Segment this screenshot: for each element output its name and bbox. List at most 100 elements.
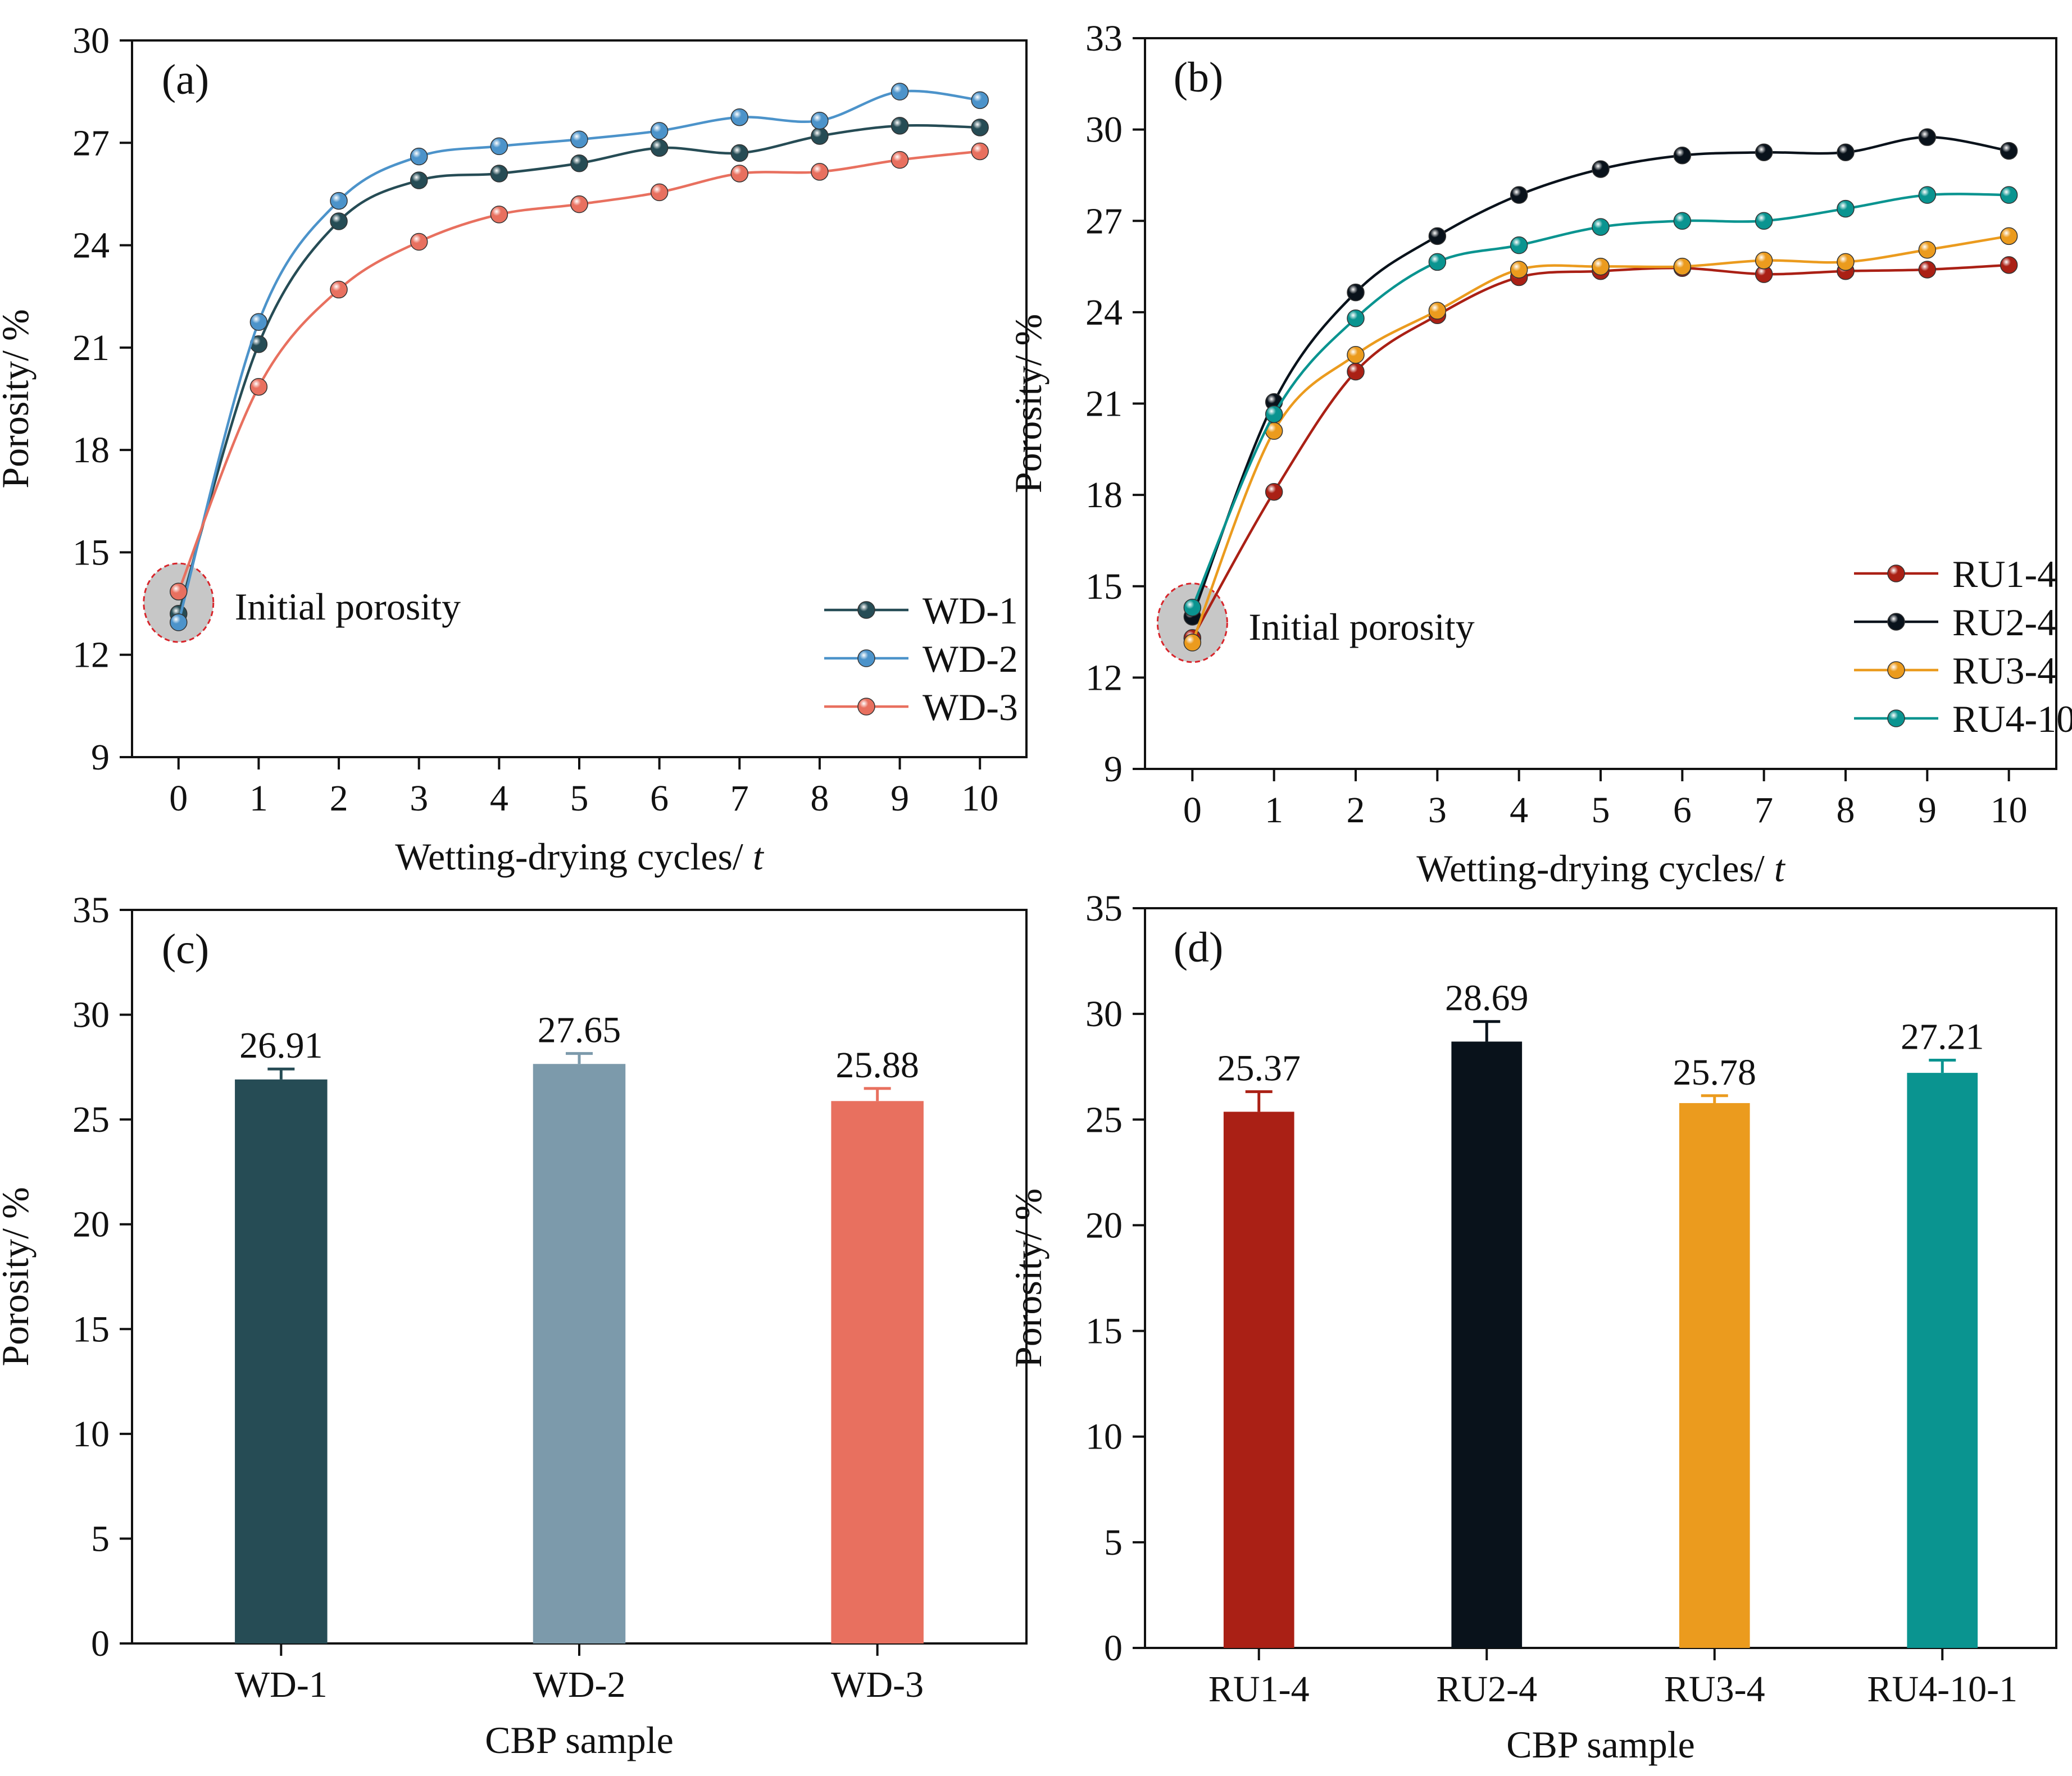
data-point-RU4-10-1 [1592,218,1610,236]
data-point-WD-2 [650,122,669,140]
y-tick-label: 33 [1085,18,1123,59]
y-tick-label: 15 [72,532,110,573]
data-point-RU3-4 [2000,227,2018,245]
bar-RU4-10-1 [1907,1073,1978,1648]
data-point-WD-1 [730,144,749,162]
data-label-RU1-4: 25.37 [1217,1048,1301,1089]
data-label-WD-3: 25.88 [835,1045,919,1086]
x-tick-label: 5 [570,778,589,819]
panel-label: (c) [162,926,209,973]
bar-WD-1 [235,1079,328,1643]
data-point-WD-1 [330,212,348,230]
y-tick-label: 10 [1085,1417,1123,1458]
x-tick-label: 3 [1428,790,1447,831]
y-tick-label: 24 [72,225,110,266]
y-tick-label: 25 [72,1099,110,1140]
x-tick-label: 1 [1265,790,1283,831]
y-tick-label: 0 [91,1623,110,1664]
data-point-WD-1 [570,154,588,172]
bar-RU2-4 [1451,1041,1523,1648]
data-point-WD-1 [410,171,428,189]
data-point-WD-3 [971,142,989,161]
bar-RU1-4 [1223,1112,1294,1648]
y-axis-label: Porosity/ % [1007,314,1049,493]
x-axis-label: Wetting-drying cycles/ t [395,835,765,878]
legend-marker-WD-2 [857,649,875,667]
x-tick-label: 10 [1991,790,2028,831]
panel-c: 0 5 10 15 20 25 30 35 Porosity/ % (c) 26.91 WD-1 27.… [0,890,1028,1761]
initial-porosity-highlight [143,562,215,643]
legend-label-WD-1: WD-1 [923,589,1018,632]
data-point-RU1-4 [2000,256,2018,274]
data-label-RU4-10-1: 27.21 [1901,1017,1984,1058]
y-tick-label: 15 [1085,1311,1123,1352]
x-axis-variable: t [753,835,765,878]
y-tick-label: 27 [1085,201,1123,242]
data-point-RU4-10-1 [1428,253,1447,271]
data-point-RU1-4 [1918,261,1937,279]
data-point-WD-1 [650,139,669,157]
x-tick-label: WD-3 [831,1664,924,1705]
y-tick-label: 10 [72,1414,110,1455]
x-tick-label: 2 [330,778,348,819]
x-tick-label: RU3-4 [1664,1669,1765,1710]
data-point-WD-2 [330,192,348,210]
y-tick-label: 30 [72,995,110,1036]
data-point-WD-3 [170,582,188,601]
y-tick-label: 18 [1085,475,1123,516]
data-point-RU2-4 [1837,143,1855,162]
x-tick-label: 3 [410,778,428,819]
y-tick-label: 25 [1085,1099,1123,1140]
data-point-RU3-4 [1837,253,1855,271]
data-point-WD-3 [410,233,428,251]
series-line-RU1-4 [1191,263,2009,639]
data-point-RU4-10-1 [1347,309,1365,327]
series-line-RU2-4 [1191,135,2010,617]
y-axis-label: Porosity/ % [1007,1188,1049,1368]
panel-label: (a) [162,56,209,103]
legend-marker-WD-1 [857,601,875,619]
data-point-RU4-10-1 [1183,598,1202,617]
x-tick-label: 8 [810,778,829,819]
y-tick-label: 5 [91,1518,110,1559]
x-tick-label: 5 [1592,790,1610,831]
x-tick-label: 0 [169,778,188,819]
data-point-WD-3 [730,165,749,183]
legend-marker-RU4-10-1 [1887,709,1905,727]
y-tick-label: 35 [1085,888,1123,929]
y-tick-label: 20 [72,1204,110,1245]
x-tick-label: 6 [650,778,669,819]
y-tick-label: 30 [72,20,110,61]
y-tick-label: 21 [72,327,110,368]
x-tick-label: 8 [1836,790,1855,831]
data-point-WD-3 [490,206,508,224]
annotation-initial-porosity: Initial porosity [1248,605,1474,648]
data-point-WD-2 [811,112,829,130]
data-point-RU1-4 [1347,362,1365,381]
x-axis-label: CBP sample [1506,1723,1695,1766]
bar-WD-2 [533,1064,626,1643]
data-point-RU2-4 [1347,283,1365,302]
data-point-WD-3 [890,151,909,169]
x-tick-label: 6 [1673,790,1692,831]
legend-label-RU4-10-1: RU4-10-1 [1952,698,2072,740]
y-tick-label: 15 [72,1309,110,1350]
data-point-RU1-4 [1265,482,1283,501]
data-point-RU4-10-1 [2000,186,2018,204]
x-tick-label: RU2-4 [1436,1669,1537,1710]
data-point-RU4-10-1 [1265,405,1283,423]
data-point-WD-2 [570,130,588,148]
data-point-RU2-4 [1755,143,1773,162]
legend-label-RU3-4: RU3-4 [1952,649,2056,692]
data-label-RU3-4: 25.78 [1673,1052,1757,1093]
data-point-WD-3 [249,377,268,396]
panel-label: (d) [1174,924,1224,971]
bar-RU3-4 [1679,1103,1750,1648]
data-point-RU3-4 [1673,257,1692,276]
series-line-WD-3 [177,150,980,593]
data-point-RU3-4 [1510,261,1528,279]
y-tick-label: 30 [1085,994,1123,1035]
data-point-RU3-4 [1755,251,1773,270]
